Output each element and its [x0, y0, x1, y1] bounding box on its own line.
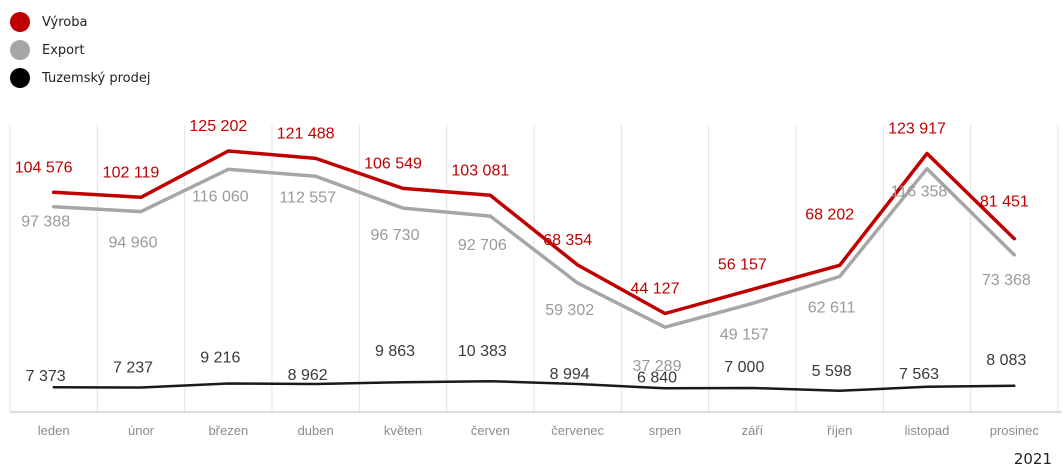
- data-label-0-11: 81 451: [980, 194, 1029, 211]
- x-tick-label-5: červen: [471, 423, 510, 438]
- data-label-2-3: 8 962: [288, 367, 328, 384]
- data-label-2-6: 8 994: [550, 366, 590, 383]
- data-label-0-10: 123 917: [888, 121, 946, 138]
- legend-label-export: Export: [42, 42, 85, 58]
- data-label-0-4: 106 549: [364, 155, 422, 172]
- data-label-2-11: 8 083: [986, 352, 1026, 369]
- data-label-1-3: 112 557: [279, 189, 336, 206]
- legend-label-vyroba: Výroba: [42, 14, 88, 30]
- data-label-2-0: 7 373: [26, 368, 66, 385]
- legend-swatch-tuzemsky-prodej: [10, 68, 30, 88]
- legend-item-vyroba: Výroba: [10, 8, 150, 36]
- data-label-1-11: 73 368: [982, 272, 1031, 289]
- x-tick-label-8: září: [741, 423, 763, 438]
- data-label-2-7: 6 840: [637, 369, 677, 386]
- data-label-1-9: 62 611: [808, 299, 856, 316]
- series-line-1: [51, 166, 1017, 329]
- data-label-2-2: 9 216: [200, 350, 240, 367]
- x-tick-label-11: prosinec: [990, 423, 1040, 438]
- x-tick-label-10: listopad: [905, 423, 950, 438]
- x-tick-label-0: leden: [38, 423, 70, 438]
- data-label-1-7: 37 289: [633, 358, 682, 375]
- data-label-2-8: 7 000: [724, 359, 764, 376]
- data-label-2-10: 7 563: [899, 366, 939, 383]
- legend-item-tuzemsky-prodej: Tuzemský prodej: [10, 64, 150, 92]
- x-tick-label-3: duben: [298, 423, 334, 438]
- data-label-0-7: 44 127: [631, 281, 680, 298]
- x-tick-label-9: říjen: [827, 423, 852, 438]
- data-label-0-5: 103 081: [451, 162, 509, 179]
- data-label-1-6: 59 302: [545, 302, 594, 319]
- x-tick-label-1: únor: [128, 423, 155, 438]
- data-label-2-5: 10 383: [458, 343, 507, 360]
- x-tick-label-7: srpen: [649, 423, 682, 438]
- legend-item-export: Export: [10, 36, 150, 64]
- legend-label-tuzemsky-prodej: Tuzemský prodej: [42, 70, 151, 86]
- data-label-0-8: 56 157: [718, 256, 767, 273]
- data-label-2-4: 9 863: [375, 343, 415, 360]
- data-label-0-0: 104 576: [15, 159, 73, 176]
- series-line-2: [52, 379, 1016, 393]
- data-label-1-1: 94 960: [109, 235, 158, 252]
- legend: Výroba Export Tuzemský prodej: [10, 8, 150, 92]
- legend-swatch-vyroba: [10, 12, 30, 32]
- data-label-1-10: 116 358: [891, 184, 948, 201]
- data-label-1-5: 92 706: [458, 237, 507, 254]
- x-tick-label-6: červenec: [551, 423, 604, 438]
- series-line-0: [51, 149, 1017, 316]
- legend-swatch-export: [10, 40, 30, 60]
- x-tick-label-4: květen: [384, 423, 422, 438]
- data-label-1-4: 96 730: [371, 227, 420, 244]
- data-label-0-3: 121 488: [277, 125, 335, 142]
- data-label-2-1: 7 237: [113, 359, 153, 376]
- data-label-0-6: 68 354: [543, 232, 592, 249]
- year-label: 2021: [1013, 450, 1052, 468]
- data-label-1-2: 116 060: [192, 188, 249, 205]
- data-label-0-1: 102 119: [103, 164, 160, 181]
- data-label-0-2: 125 202: [189, 118, 247, 135]
- data-label-0-9: 68 202: [805, 206, 854, 223]
- x-tick-label-2: březen: [208, 423, 248, 438]
- data-label-2-9: 5 598: [812, 363, 852, 380]
- data-label-1-8: 49 157: [720, 326, 769, 343]
- data-label-1-0: 97 388: [21, 214, 70, 231]
